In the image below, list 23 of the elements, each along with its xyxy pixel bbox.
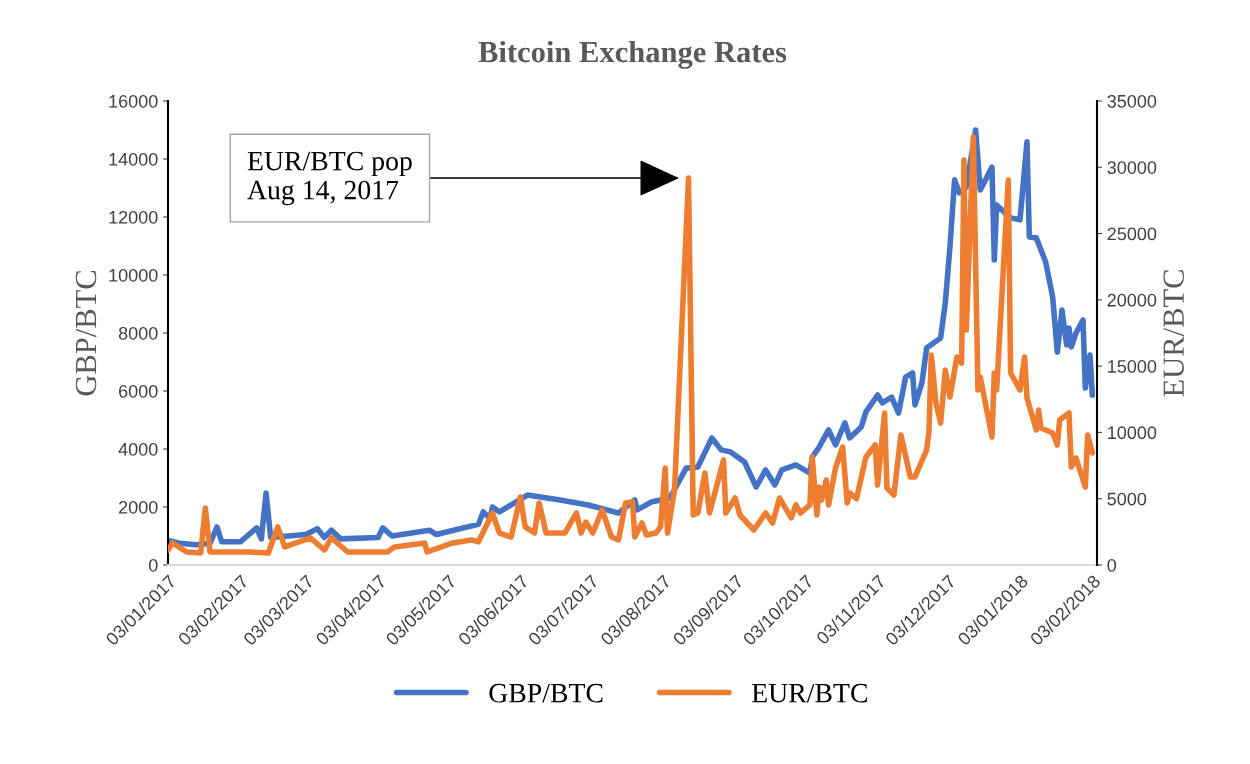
annotation: EUR/BTC pop Aug 14, 2017 [247,151,412,206]
y2-tick-label: 20000 [1107,293,1157,307]
y2-tick-label: 10000 [1108,426,1157,440]
y-tick-label: 14000 [109,152,158,166]
y-tick-label: 10000 [109,268,158,282]
y2-tick-label: 25000 [1107,227,1157,241]
chart-title: Bitcoin Exchange Rates [478,40,787,69]
y2-axis-title: EUR/BTC [1163,270,1184,397]
y2-tick-label: 15000 [1108,360,1157,373]
y-tick-label: 6000 [119,384,158,398]
legend-label: GBP/BTC [489,683,603,703]
y2-tick-label: 5000 [1107,492,1147,506]
y2-tick-label: 30000 [1107,161,1157,174]
legend-label: EUR/BTC [751,683,867,703]
y-tick-label: 4000 [118,442,158,456]
y2-tick-label: 0 [1107,558,1117,572]
y-tick-label: 0 [148,558,158,572]
y-tick-label: 8000 [118,326,158,340]
y-tick-label: 16000 [109,94,158,108]
y2-tick-label: 35000 [1107,94,1157,108]
y-tick-label: 12000 [109,210,158,224]
y-tick-label: 2000 [119,500,158,514]
y-axis-title: GBP/BTC [75,271,97,396]
